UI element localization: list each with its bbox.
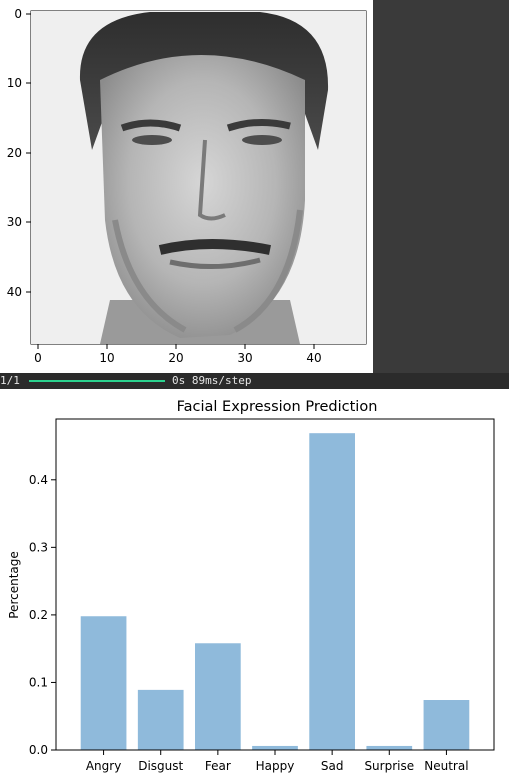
x-tick-label: Disgust [138,759,183,773]
x-tick-label: Sad [321,759,344,773]
output-gutter [373,0,509,389]
image-x-tick: 20 [168,351,183,365]
image-y-tick: 10 [7,76,22,90]
plot-frame [55,418,495,751]
chart-title: Facial Expression Prediction [177,399,378,415]
y-tick-label: 0.2 [29,608,48,622]
y-axis: 0.0 0.1 0.2 0.3 0.4 [29,473,56,757]
prediction-chart-svg: Facial Expression Prediction Percentage … [7,399,495,773]
bar-fear [195,643,241,750]
x-tick-label: Neutral [424,759,468,773]
y-tick-label: 0.3 [29,540,48,554]
progress-bar [29,380,165,382]
image-x-axis: 0 10 20 30 40 [34,344,322,365]
image-x-tick: 40 [306,351,321,365]
image-y-tick: 40 [7,285,22,299]
bar-neutral [423,700,470,750]
progress-line: 1/1 0s 89ms/step [0,374,509,388]
image-y-tick: 20 [7,146,22,160]
face-image-svg: 0 10 20 30 40 0 10 20 30 40 [7,7,367,365]
bar-sad [309,433,355,750]
image-y-tick: 30 [7,215,22,229]
step-timing: 0s 89ms/step [172,374,252,387]
image-x-tick: 10 [99,351,114,365]
y-axis-label: Percentage [7,551,21,619]
x-tick-label: Happy [256,759,295,773]
face-icon [31,11,366,344]
x-tick-label: Angry [86,759,121,773]
image-x-tick: 30 [237,351,252,365]
bar-surprise [366,745,413,750]
bar-disgust [137,689,184,750]
step-counter: 1/1 [0,374,20,387]
bars-group [80,433,470,750]
console-output [0,373,509,389]
image-x-tick: 0 [34,351,42,365]
x-tick-label: Surprise [364,759,414,773]
x-axis: Angry Disgust Fear Happy Sad Surprise Neutral [86,750,469,773]
y-tick-label: 0.4 [29,473,48,487]
image-y-tick: 0 [14,7,22,21]
face-image-plot: 0 10 20 30 40 0 10 20 30 40 [0,0,373,373]
x-tick-label: Fear [205,759,231,773]
image-y-axis: 0 10 20 30 40 [7,7,31,299]
y-tick-label: 0.0 [29,743,48,757]
y-tick-label: 0.1 [29,675,48,689]
bar-angry [80,616,127,750]
prediction-chart: Facial Expression Prediction Percentage … [0,389,509,779]
bar-happy [252,745,298,750]
